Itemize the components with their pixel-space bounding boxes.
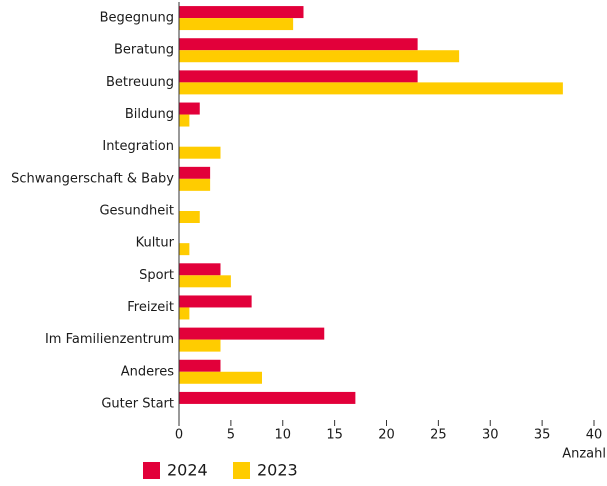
x-axis-label: Anzahl <box>562 447 606 462</box>
bar <box>179 295 252 308</box>
x-tick-label: 20 <box>378 428 395 443</box>
y-tick-label: Bildung <box>125 107 174 122</box>
bar <box>179 391 356 404</box>
x-tick-label: 5 <box>227 428 235 443</box>
bar <box>179 114 190 127</box>
y-tick-label: Freizeit <box>127 300 174 315</box>
x-tick-label: 40 <box>586 428 603 443</box>
bar <box>179 146 221 159</box>
bar <box>179 327 325 340</box>
bar <box>179 82 563 95</box>
bar <box>179 275 231 288</box>
x-tick-label: 10 <box>274 428 291 443</box>
legend-swatch <box>233 462 250 479</box>
bar <box>179 371 262 384</box>
x-tick-label: 15 <box>326 428 343 443</box>
bar <box>179 166 211 179</box>
x-tick-label: 0 <box>175 428 183 443</box>
y-tick-label: Anderes <box>121 364 174 379</box>
y-tick-label: Gesundheit <box>99 204 174 219</box>
y-tick-label: Integration <box>102 139 174 154</box>
bar <box>179 102 200 115</box>
y-tick-label: Schwangerschaft & Baby <box>11 171 174 186</box>
x-tick-label: 35 <box>534 428 551 443</box>
y-tick-label: Begegnung <box>100 11 174 26</box>
bar <box>179 178 211 191</box>
y-tick-label: Sport <box>139 268 174 283</box>
bar <box>179 211 200 223</box>
bar <box>179 359 221 372</box>
y-tick-label: Im Familienzentrum <box>45 332 174 347</box>
bar <box>179 339 221 352</box>
bar <box>179 263 221 276</box>
y-tick-label: Betreuung <box>106 75 174 90</box>
bar <box>179 18 294 31</box>
bar <box>179 6 304 19</box>
bar <box>179 307 190 320</box>
bar <box>179 38 418 51</box>
x-tick-label: 25 <box>430 428 447 443</box>
bar <box>179 243 190 256</box>
y-tick-label: Beratung <box>114 43 174 58</box>
legend-label: 2024 <box>167 461 208 480</box>
y-tick-label: Kultur <box>136 236 175 251</box>
bar <box>179 50 460 63</box>
bar <box>179 70 418 83</box>
y-tick-label: Guter Start <box>101 396 174 411</box>
x-tick-label: 30 <box>482 428 499 443</box>
legend-swatch <box>143 462 160 479</box>
legend-label: 2023 <box>257 461 298 480</box>
